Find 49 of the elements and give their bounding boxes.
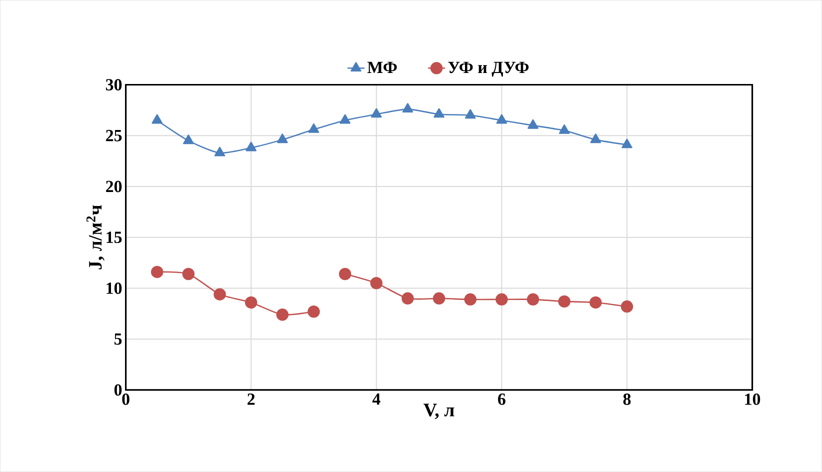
x-tick-label: 8 [623, 394, 631, 406]
point [620, 300, 634, 313]
x-tick-label: 10 [745, 394, 760, 406]
point [246, 142, 256, 152]
point [496, 114, 508, 124]
y-tick-label: 30 [106, 79, 122, 91]
point [590, 296, 602, 309]
point [434, 108, 444, 118]
point [276, 308, 289, 321]
point [622, 138, 632, 148]
x-tick-label: 6 [498, 394, 506, 406]
x-axis-title: V, л [424, 404, 454, 420]
y-axis-title: J, л/м$^{2}$ч [86, 205, 104, 270]
y-tick-label: 10 [106, 282, 122, 294]
x-tick-label: 4 [372, 394, 380, 405]
legend-label: МФ [367, 62, 397, 74]
point [340, 114, 350, 124]
point [558, 295, 570, 308]
point [496, 293, 508, 306]
point [338, 268, 352, 280]
point [244, 296, 258, 309]
y-tick-label: 25 [106, 130, 122, 142]
x-tick-label: 0 [122, 394, 130, 406]
point [308, 306, 320, 318]
point [150, 266, 164, 278]
point [370, 108, 382, 118]
point [214, 146, 226, 156]
point [464, 293, 476, 306]
point [526, 293, 540, 306]
point [464, 109, 476, 119]
point [183, 134, 194, 144]
y-tick-label: 15 [106, 232, 122, 244]
point [152, 114, 163, 124]
point [370, 277, 383, 290]
point [402, 103, 414, 113]
point [432, 292, 446, 305]
point [214, 288, 226, 301]
point [590, 134, 602, 144]
y-tick-label: 0 [114, 384, 122, 396]
y-tick-label: 5 [114, 334, 122, 345]
y-tick-label: 20 [106, 180, 122, 192]
point [277, 134, 288, 144]
legend-label: УФ и ДУФ [448, 62, 529, 77]
point [558, 124, 570, 134]
point [402, 292, 414, 305]
x-tick-label: 2 [248, 394, 255, 405]
point [182, 268, 195, 280]
point [528, 119, 538, 129]
point [308, 124, 320, 134]
